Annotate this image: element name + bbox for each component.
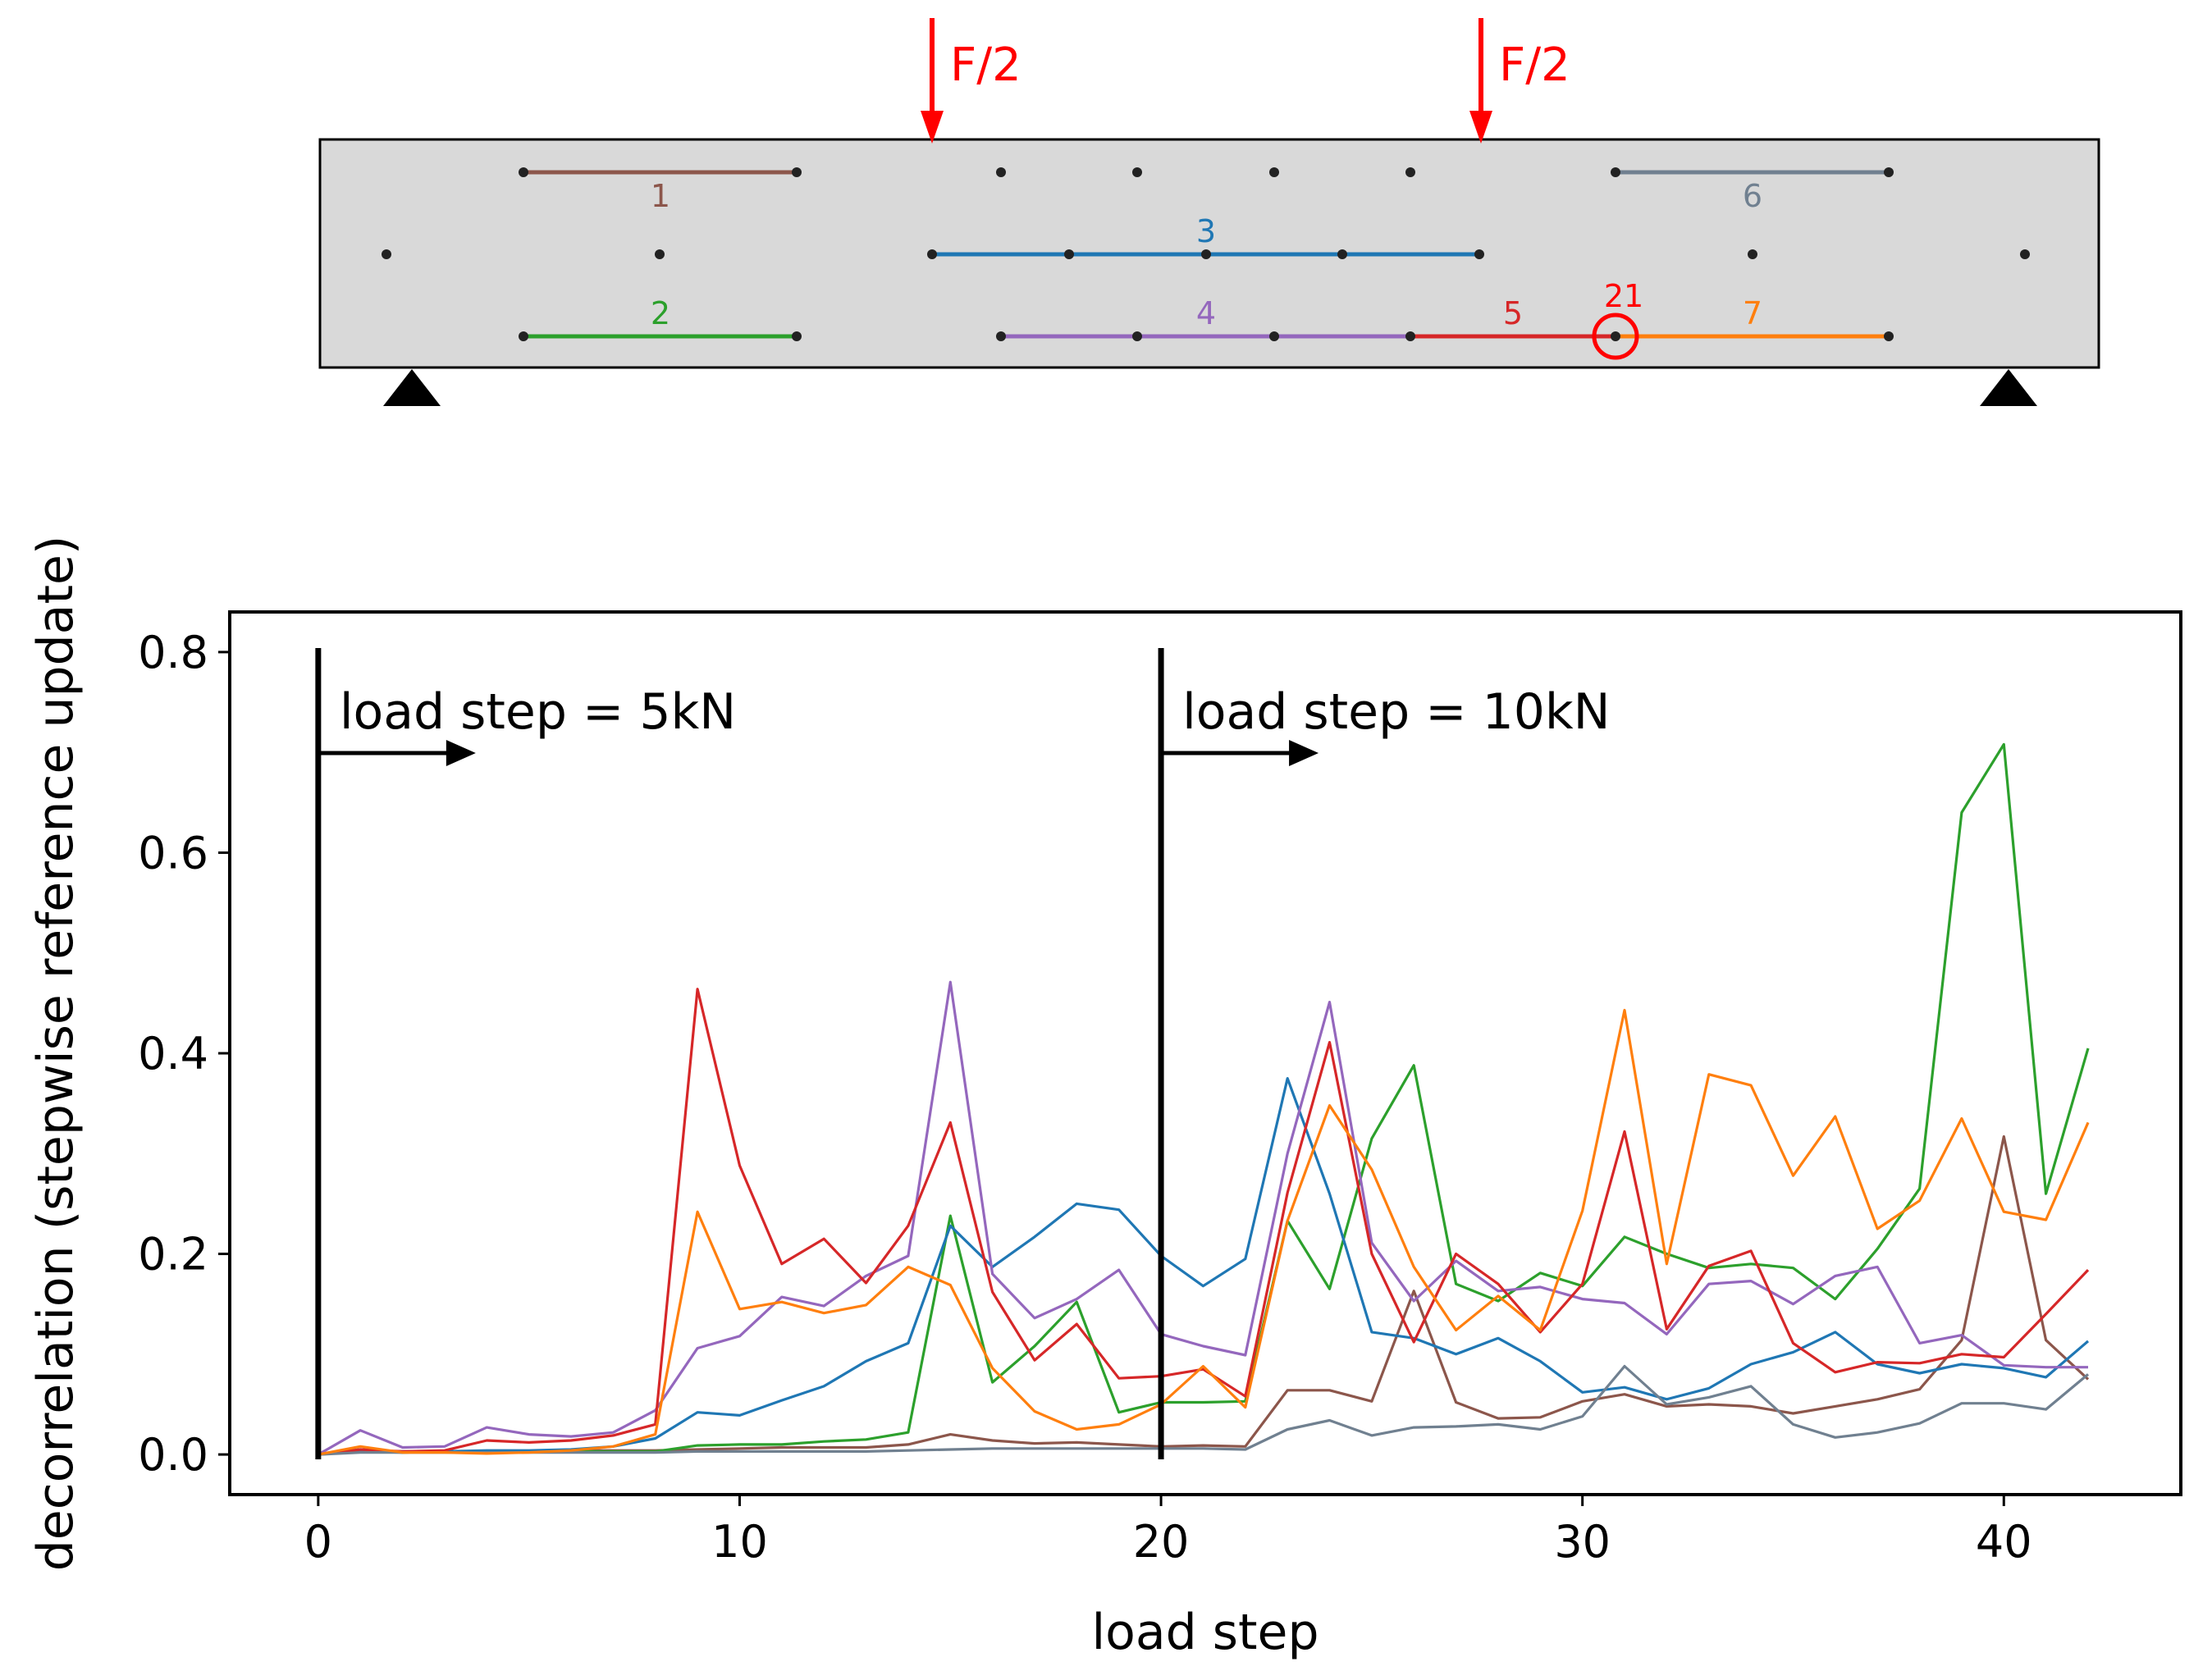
point xyxy=(1611,167,1620,177)
series-line-4 xyxy=(318,980,2088,1456)
y-axis: 0.0 0.2 0.4 0.6 0.8 xyxy=(138,627,230,1481)
y-tick-label: 0.8 xyxy=(138,627,208,678)
right-support-icon xyxy=(1980,369,2037,406)
point xyxy=(1269,331,1279,341)
segment-5-label: 5 xyxy=(1503,295,1523,331)
y-tick-label: 0.2 xyxy=(138,1229,208,1281)
segment-3-label: 3 xyxy=(1196,213,1216,249)
beam-diagram: F/2 F/2 1 2 3 4 5 6 7 xyxy=(318,18,2100,406)
series-line-6 xyxy=(318,1364,2090,1456)
segment-6-label: 6 xyxy=(1743,178,1762,214)
point xyxy=(1884,331,1894,341)
point xyxy=(1611,331,1620,341)
force-arrow-left: F/2 xyxy=(921,18,1021,144)
series-layer xyxy=(318,742,2090,1456)
point xyxy=(1132,331,1142,341)
point xyxy=(1474,249,1484,259)
point xyxy=(927,249,937,259)
decorrelation-chart: load step = 5kN load step = 10kN 0 10 20 30… xyxy=(27,536,2182,1661)
annotation-arrow-10kN xyxy=(1161,740,1319,766)
point xyxy=(519,331,528,341)
point xyxy=(1748,249,1757,259)
segment-4-label: 4 xyxy=(1196,295,1216,331)
segment-7-label: 7 xyxy=(1743,295,1762,331)
point xyxy=(382,249,391,259)
point xyxy=(2020,249,2030,259)
series-line-5 xyxy=(318,988,2090,1456)
point xyxy=(996,167,1006,177)
y-tick-label: 0.6 xyxy=(138,827,208,879)
point xyxy=(1405,331,1415,341)
point xyxy=(792,167,802,177)
y-axis-label: decorrelation (stepwise reference update… xyxy=(27,536,85,1572)
point xyxy=(519,167,528,177)
left-support-icon xyxy=(383,369,441,406)
x-tick-label: 20 xyxy=(1133,1516,1190,1568)
force-label-right: F/2 xyxy=(1499,39,1570,92)
point xyxy=(1337,249,1347,259)
point xyxy=(792,331,802,341)
y-tick-label: 0.4 xyxy=(138,1028,208,1080)
segment-2-label: 2 xyxy=(651,295,670,331)
point xyxy=(996,331,1006,341)
force-label-left: F/2 xyxy=(950,39,1021,92)
annotation-arrow-5kN xyxy=(318,740,476,766)
x-axis: 0 10 20 30 40 xyxy=(304,1495,2032,1568)
force-arrow-right: F/2 xyxy=(1469,18,1570,144)
point xyxy=(1884,167,1894,177)
point-21-label: 21 xyxy=(1604,278,1643,314)
annotation-10kN: load step = 10kN xyxy=(1182,683,1610,741)
point xyxy=(1201,249,1211,259)
point xyxy=(1064,249,1074,259)
point xyxy=(1405,167,1415,177)
point xyxy=(1132,167,1142,177)
segment-1-label: 1 xyxy=(651,178,670,214)
x-axis-label: load step xyxy=(1091,1604,1319,1661)
point xyxy=(655,249,665,259)
x-tick-label: 0 xyxy=(304,1516,332,1568)
point xyxy=(1269,167,1279,177)
y-tick-label: 0.0 xyxy=(138,1429,208,1481)
series-line-1 xyxy=(318,1134,2090,1456)
measurement-points xyxy=(382,167,2030,341)
annotation-5kN: load step = 5kN xyxy=(340,683,736,741)
x-tick-label: 10 xyxy=(711,1516,768,1568)
series-line-7 xyxy=(318,1008,2090,1456)
series-line-2 xyxy=(318,742,2090,1456)
x-tick-label: 40 xyxy=(1976,1516,2032,1568)
point-21-marker xyxy=(1592,313,1639,360)
x-tick-label: 30 xyxy=(1554,1516,1611,1568)
